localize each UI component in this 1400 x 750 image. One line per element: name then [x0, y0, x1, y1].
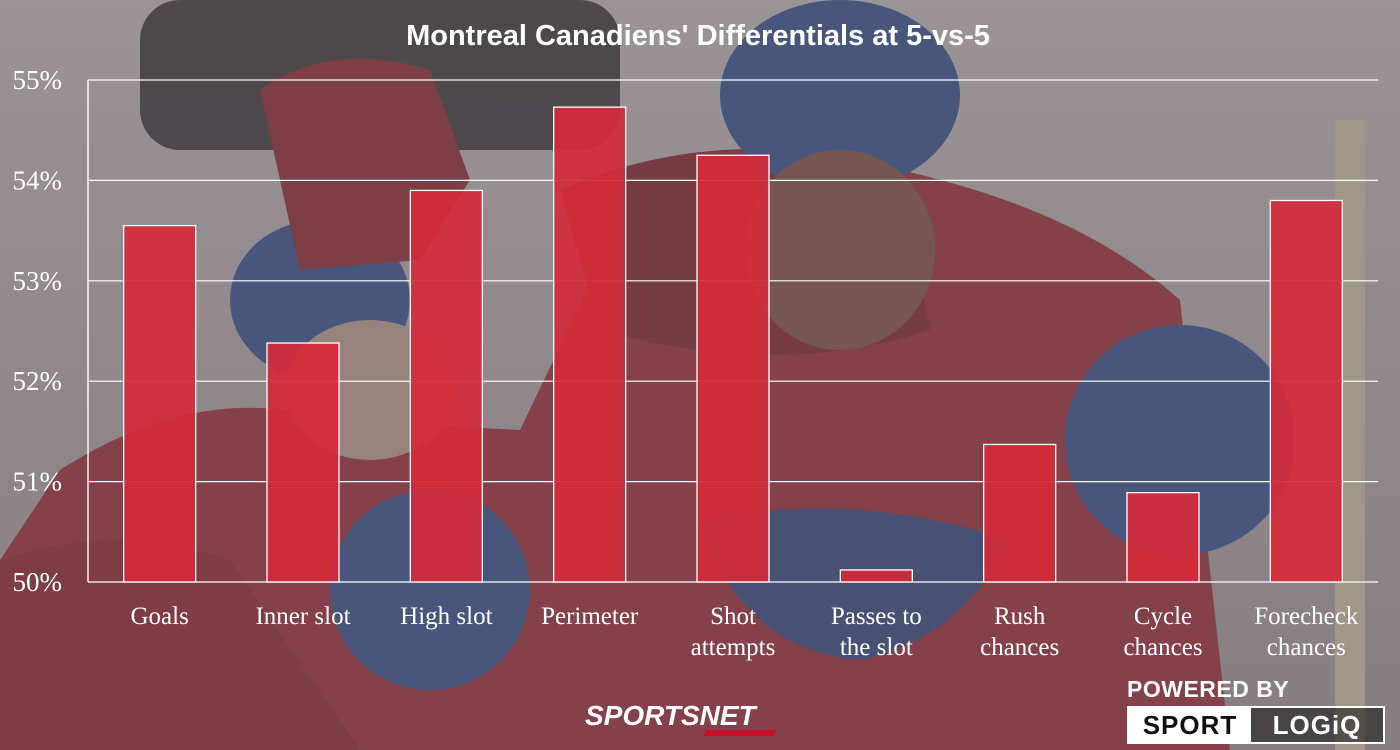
bar: [553, 106, 627, 583]
y-axis: 50% 51% 52% 53% 54% 55%: [13, 65, 89, 597]
x-tick-label: Passes to: [831, 603, 922, 630]
bar: [1126, 491, 1200, 583]
x-tick-label: High slot: [400, 603, 492, 630]
bar: [123, 224, 197, 583]
x-tick-label: Perimeter: [541, 603, 639, 630]
x-tick-label: chances: [1267, 634, 1346, 661]
y-tick-label: 55%: [13, 65, 63, 95]
sportlogiq-wordmark: SPORT LOGiQ: [1127, 706, 1385, 744]
y-tick-label: 50%: [13, 567, 63, 597]
bar: [409, 189, 483, 583]
y-tick-label: 52%: [13, 366, 63, 396]
sport-label: SPORT: [1129, 708, 1251, 742]
powered-by-label: POWERED BY: [1127, 676, 1290, 702]
bar: [983, 443, 1057, 583]
y-tick-label: 51%: [13, 467, 63, 497]
bars: [123, 106, 1343, 583]
x-tick-label: the slot: [840, 634, 913, 661]
bar: [266, 342, 340, 583]
logiq-label: LOGiQ: [1251, 708, 1383, 742]
sportlogiq-logo: POWERED BY SPORT LOGiQ: [1127, 676, 1387, 744]
x-tick-label: Inner slot: [255, 603, 350, 630]
x-tick-label: Forecheck: [1254, 603, 1359, 630]
bar: [696, 154, 770, 583]
bar: [1269, 199, 1343, 583]
chart-title: Montreal Canadiens' Differentials at 5-v…: [406, 20, 990, 52]
x-axis: Goals Inner slot High slot Perimeter Shot att…: [131, 603, 1359, 661]
sportsnet-underline: [703, 730, 777, 736]
bar: [839, 569, 913, 583]
x-tick-label: Rush: [994, 603, 1046, 630]
x-tick-label: chances: [980, 634, 1059, 661]
x-tick-label: Shot: [710, 603, 756, 630]
x-tick-label: chances: [1123, 634, 1202, 661]
x-tick-label: attempts: [691, 634, 776, 661]
x-tick-label: Cycle: [1134, 603, 1192, 630]
y-tick-label: 53%: [13, 266, 63, 296]
x-tick-label: Goals: [131, 603, 189, 630]
sportsnet-wordmark: SPORTSNET: [585, 700, 756, 731]
sportsnet-logo: SPORTSNET: [585, 700, 777, 736]
y-tick-label: 54%: [13, 165, 63, 195]
